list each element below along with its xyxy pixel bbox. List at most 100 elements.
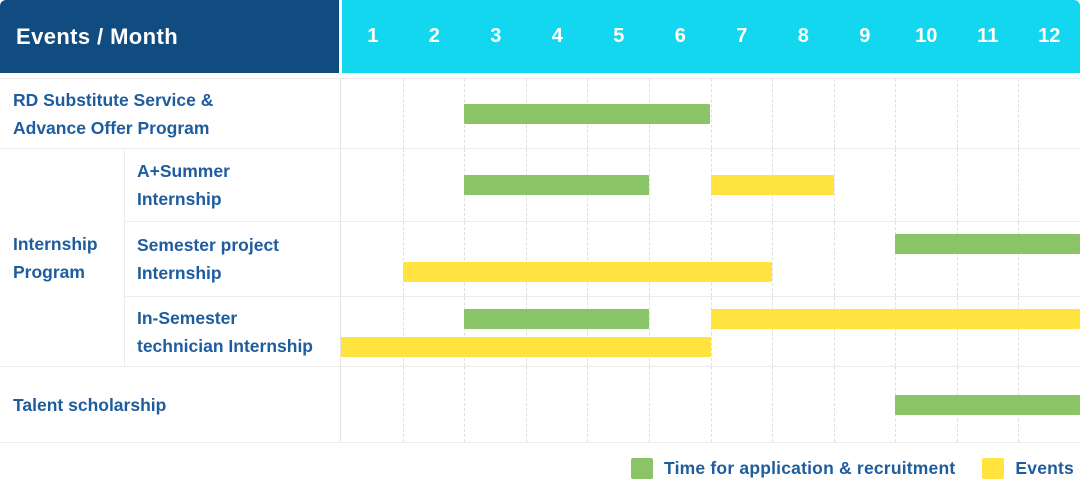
month-gridline bbox=[956, 297, 958, 366]
internship-program-group-row: Internship Program A+Summer Internship S… bbox=[0, 148, 1080, 366]
row-label-line: RD Substitute Service & bbox=[13, 89, 214, 110]
legend-label: Events bbox=[1015, 458, 1074, 478]
month-gridline bbox=[772, 222, 774, 296]
month-gridline bbox=[895, 149, 897, 221]
month-gridline bbox=[648, 367, 650, 442]
month-gridline bbox=[525, 222, 527, 296]
month-gridline bbox=[587, 367, 589, 442]
gantt-bar-application bbox=[464, 175, 649, 195]
month-gridline bbox=[1018, 79, 1020, 148]
month-label: 4 bbox=[551, 25, 563, 47]
row-label-line: A+Summer bbox=[137, 161, 230, 181]
month-gridline bbox=[464, 222, 466, 296]
month-gridline bbox=[1018, 149, 1020, 221]
month-gridline bbox=[710, 79, 712, 148]
gantt-bar-event bbox=[710, 175, 834, 195]
month-gridline bbox=[772, 367, 774, 442]
month-label: 9 bbox=[859, 25, 871, 47]
group-label-line: Program bbox=[13, 261, 85, 282]
group-label-line: Internship bbox=[13, 233, 98, 254]
row-label-talent-scholarship: Talent scholarship bbox=[0, 367, 340, 442]
month-gridline bbox=[833, 149, 835, 221]
gantt-bar-application bbox=[464, 103, 711, 124]
table-header: Events / Month 1 2 3 4 5 6 7 8 9 10 11 12 bbox=[0, 0, 1080, 73]
month-label: 5 bbox=[613, 25, 625, 47]
row-label-line: technician Internship bbox=[137, 335, 313, 356]
table-row: A+Summer Internship bbox=[124, 149, 1080, 221]
month-gridline bbox=[710, 297, 712, 366]
table-row: In-Semester technician Internship bbox=[124, 296, 1080, 366]
month-header-row: 1 2 3 4 5 6 7 8 9 10 11 12 bbox=[342, 0, 1080, 73]
month-label: 10 bbox=[915, 25, 938, 47]
month-label: 1 bbox=[367, 25, 379, 47]
gantt-bar-event bbox=[341, 337, 711, 357]
table-body: RD Substitute Service & Advance Offer Pr… bbox=[0, 78, 1080, 443]
month-label: 7 bbox=[736, 25, 748, 47]
month-gridline bbox=[895, 297, 897, 366]
row-label-line: Internship bbox=[137, 263, 222, 283]
group-label-internship-program: Internship Program bbox=[0, 149, 124, 366]
legend-item-events: Events bbox=[982, 458, 1074, 479]
month-gridline bbox=[464, 297, 466, 366]
row-label-in-semester-technician-internship: In-Semester technician Internship bbox=[124, 297, 340, 366]
month-label: 11 bbox=[977, 25, 999, 47]
gantt-bar-event bbox=[402, 262, 773, 282]
group-subrows: A+Summer Internship Semester project Int… bbox=[124, 149, 1080, 366]
row-label-line: Talent scholarship bbox=[13, 394, 167, 415]
row-label-line: Advance Offer Program bbox=[13, 117, 210, 138]
row-label-line: Semester project bbox=[137, 235, 280, 255]
row-label-line: In-Semester bbox=[137, 307, 238, 328]
month-gridline bbox=[895, 79, 897, 148]
month-gridline bbox=[772, 297, 774, 366]
legend-label: Time for application & recruitment bbox=[664, 458, 956, 478]
month-gridline bbox=[587, 222, 589, 296]
gantt-bar-application bbox=[895, 394, 1080, 415]
month-gridline bbox=[1018, 222, 1020, 296]
month-gridline bbox=[895, 222, 897, 296]
month-label: 6 bbox=[674, 25, 686, 47]
chart-cell bbox=[340, 297, 1080, 366]
gantt-bar-event bbox=[710, 309, 1080, 329]
table-row: Semester project Internship bbox=[124, 221, 1080, 296]
month-gridline bbox=[833, 297, 835, 366]
month-gridline bbox=[402, 79, 404, 148]
month-gridline bbox=[464, 367, 466, 442]
month-gridline bbox=[525, 367, 527, 442]
month-gridline bbox=[710, 222, 712, 296]
month-gridline bbox=[833, 367, 835, 442]
month-label: 2 bbox=[428, 25, 440, 47]
month-gridline bbox=[648, 149, 650, 221]
row-label-rd-substitute: RD Substitute Service & Advance Offer Pr… bbox=[0, 79, 340, 148]
month-gridline bbox=[956, 222, 958, 296]
month-gridline bbox=[772, 79, 774, 148]
legend-item-application: Time for application & recruitment bbox=[631, 458, 955, 479]
month-label: 12 bbox=[1038, 25, 1061, 47]
table-row: RD Substitute Service & Advance Offer Pr… bbox=[0, 78, 1080, 148]
month-label: 8 bbox=[797, 25, 809, 47]
table-row: Talent scholarship bbox=[0, 366, 1080, 443]
gantt-bar-application bbox=[895, 234, 1080, 254]
chart-cell bbox=[340, 222, 1080, 296]
row-label-semester-project-internship: Semester project Internship bbox=[124, 222, 340, 296]
month-gridline bbox=[402, 297, 404, 366]
month-gridline bbox=[956, 79, 958, 148]
month-label: 3 bbox=[490, 25, 502, 47]
row-label-a-summer-internship: A+Summer Internship bbox=[124, 149, 340, 221]
legend: Time for application & recruitment Event… bbox=[0, 443, 1080, 494]
chart-cell bbox=[340, 367, 1080, 442]
month-gridline bbox=[587, 297, 589, 366]
month-gridline bbox=[833, 79, 835, 148]
month-gridline bbox=[402, 222, 404, 296]
month-gridline bbox=[525, 297, 527, 366]
chart-cell bbox=[340, 79, 1080, 148]
month-gridline bbox=[833, 222, 835, 296]
application-swatch-icon bbox=[631, 458, 654, 479]
month-gridline bbox=[402, 149, 404, 221]
gantt-bar-application bbox=[464, 309, 649, 329]
month-gridline bbox=[710, 367, 712, 442]
corner-header-cell: Events / Month bbox=[0, 0, 339, 73]
corner-header-label: Events / Month bbox=[16, 23, 179, 49]
month-gridline bbox=[956, 149, 958, 221]
row-label-line: Internship bbox=[137, 189, 222, 209]
